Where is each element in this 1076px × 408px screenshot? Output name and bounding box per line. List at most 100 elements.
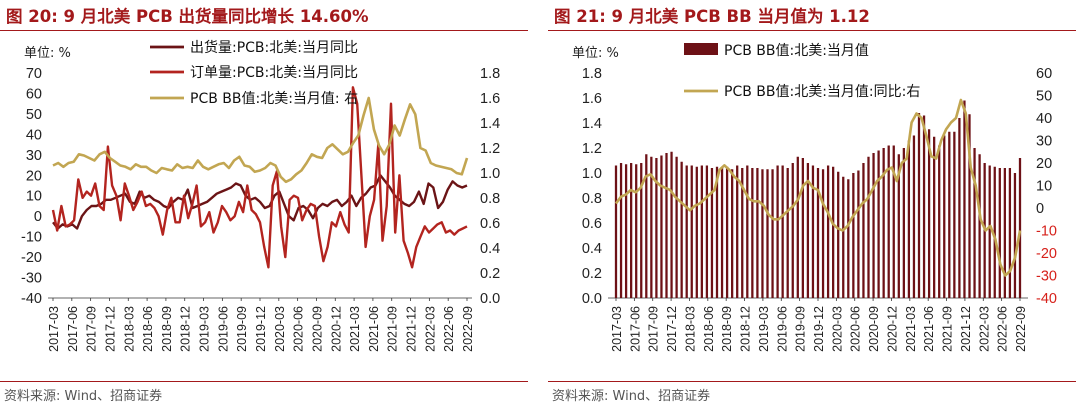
- bar: [791, 163, 794, 298]
- y-right-tick-label: 30: [1036, 134, 1052, 150]
- bar: [837, 171, 840, 298]
- x-tick-label: 2018-12: [179, 306, 193, 352]
- chart-title: 图 21: 9 月北美 PCB BB 当月值为 1.12: [554, 7, 870, 26]
- bar: [948, 131, 951, 298]
- bar: [872, 153, 875, 298]
- bar: [917, 113, 921, 298]
- x-tick-label: 2020-09: [867, 306, 881, 352]
- bar: [842, 176, 845, 298]
- legend-label: 订单量:PCB:北美:当月同比: [190, 65, 358, 81]
- bar: [685, 165, 688, 298]
- bar: [725, 166, 729, 298]
- y-right-tick-label: 0.8: [480, 191, 500, 207]
- bar: [832, 166, 835, 298]
- x-tick-label: 2022-09: [1014, 306, 1028, 352]
- bar: [973, 148, 976, 298]
- x-tick-label: 2018-03: [122, 306, 136, 352]
- bar: [826, 165, 830, 298]
- x-tick-label: 2018-06: [141, 306, 155, 352]
- x-tick-label: 2021-03: [904, 306, 918, 352]
- legend-label: PCB BB值:北美:当月值: [724, 43, 869, 59]
- x-tick-label: 2019-12: [254, 306, 268, 352]
- bar: [746, 165, 749, 298]
- y-left-tick-label: 70: [26, 66, 42, 82]
- bar: [852, 173, 855, 298]
- legend-label: 出货量:PCB:北美:当月同比: [190, 39, 358, 56]
- y-right-tick-label: 50: [1036, 89, 1052, 105]
- title-rule: [548, 30, 1076, 32]
- bar: [963, 100, 966, 298]
- bar: [736, 165, 739, 298]
- bar: [635, 164, 638, 298]
- chart-right-svg: 1.8 1.6 1.4 1.2 1.0 0.8 0.6 0.4 0.2 0.0 60 50 40 30 20…: [582, 43, 1057, 352]
- bar: [902, 148, 905, 298]
- y-left-tick-label: 0: [34, 209, 42, 225]
- unit-label: 单位: %: [572, 46, 619, 61]
- x-tick-label: 2017-12: [103, 306, 117, 352]
- bar: [927, 129, 931, 298]
- bar: [655, 158, 658, 298]
- y-right-tick-label: 1.0: [480, 166, 500, 182]
- y-right-tick-label: 1.2: [480, 141, 500, 157]
- bar: [665, 153, 668, 298]
- x-tick-label: 2021-03: [348, 306, 362, 352]
- bar: [715, 166, 719, 298]
- bar: [645, 154, 648, 298]
- bar: [938, 145, 941, 298]
- bar: [1013, 173, 1017, 298]
- bar: [978, 154, 981, 298]
- y-left-tick-label: 0.2: [582, 266, 602, 282]
- x-tick-label: 2019-06: [216, 306, 230, 352]
- legend-label: PCB BB值:北美:当月值: 右: [190, 91, 358, 107]
- y-right-tick-label: 0: [1036, 201, 1044, 217]
- bar: [751, 168, 754, 298]
- bar: [998, 168, 1001, 298]
- bar: [958, 118, 961, 298]
- x-tick-label: 2019-09: [235, 306, 249, 352]
- x-tick-label: 2019-12: [812, 306, 826, 352]
- x-tick-label: 2017-09: [85, 306, 99, 352]
- bar: [1018, 158, 1022, 298]
- x-tick-label: 2017-12: [665, 306, 679, 352]
- bar: [953, 131, 956, 298]
- y-right-tick-label: -20: [1036, 246, 1057, 262]
- x-tick-label: 2020-03: [273, 306, 287, 352]
- x-tick-label: 2019-03: [757, 306, 771, 352]
- series-line: [51, 86, 468, 269]
- source-rule: [548, 381, 1076, 383]
- x-tick-label: 2022-06: [996, 306, 1010, 352]
- source-rule: [0, 381, 528, 383]
- y-right-tick-label: -30: [1036, 269, 1057, 285]
- bar: [705, 165, 709, 298]
- y-left-tick-label: -30: [21, 271, 42, 287]
- bar: [943, 135, 946, 298]
- x-tick-label: 2020-06: [849, 306, 863, 352]
- bar: [731, 169, 734, 298]
- y-right-tick-label: -40: [1036, 291, 1057, 307]
- bar: [922, 115, 926, 298]
- x-tick-label: 2018-06: [702, 306, 716, 352]
- x-tick-label: 2022-03: [423, 306, 437, 352]
- y-left-tick-label: 10: [26, 189, 42, 205]
- x-tick-label: 2018-03: [683, 306, 697, 352]
- bar: [695, 166, 698, 298]
- y-left-tick-label: 30: [26, 148, 42, 164]
- bar: [796, 156, 799, 298]
- source-note: 资料来源: Wind、招商证券: [552, 389, 711, 404]
- bar: [776, 165, 779, 298]
- y-right-tick-label: 0.6: [480, 216, 500, 232]
- bar: [862, 163, 865, 298]
- x-tick-label: 2020-12: [329, 306, 343, 352]
- x-tick-label: 2021-09: [941, 306, 955, 352]
- x-tick-label: 2020-09: [310, 306, 324, 352]
- bar: [867, 156, 870, 298]
- bar: [1008, 168, 1012, 298]
- bar: [806, 163, 810, 298]
- y-right-tick-label: -10: [1036, 224, 1057, 240]
- y-right-tick-label: 60: [1036, 66, 1052, 82]
- bar: [897, 154, 900, 298]
- bar: [847, 179, 850, 298]
- y-left-tick-label: 1.2: [582, 141, 602, 157]
- x-tick-label: 2017-06: [66, 306, 80, 352]
- bar: [887, 145, 890, 298]
